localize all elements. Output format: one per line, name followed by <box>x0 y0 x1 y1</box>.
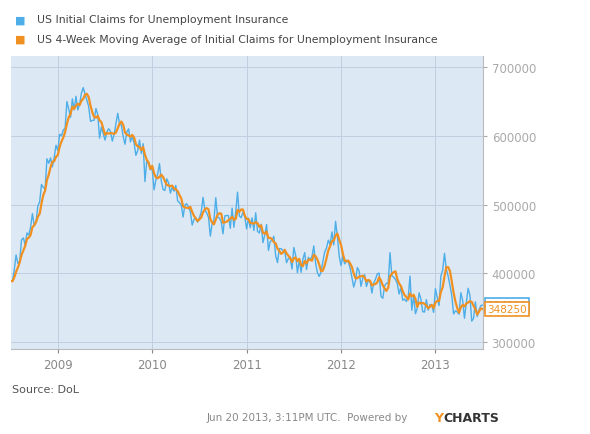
Text: US Initial Claims for Unemployment Insurance: US Initial Claims for Unemployment Insur… <box>37 15 289 25</box>
Text: 348250: 348250 <box>487 304 527 314</box>
Text: 354000: 354000 <box>487 300 527 310</box>
Text: US 4-Week Moving Average of Initial Claims for Unemployment Insurance: US 4-Week Moving Average of Initial Clai… <box>37 35 438 45</box>
Text: Jun 20 2013, 3:11PM UTC.  Powered by: Jun 20 2013, 3:11PM UTC. Powered by <box>206 413 411 422</box>
Text: Source: DoL: Source: DoL <box>12 384 79 394</box>
Text: ■: ■ <box>15 15 25 25</box>
Text: ■: ■ <box>15 35 25 45</box>
Text: CHARTS: CHARTS <box>444 411 500 424</box>
Text: Y: Y <box>434 411 442 424</box>
